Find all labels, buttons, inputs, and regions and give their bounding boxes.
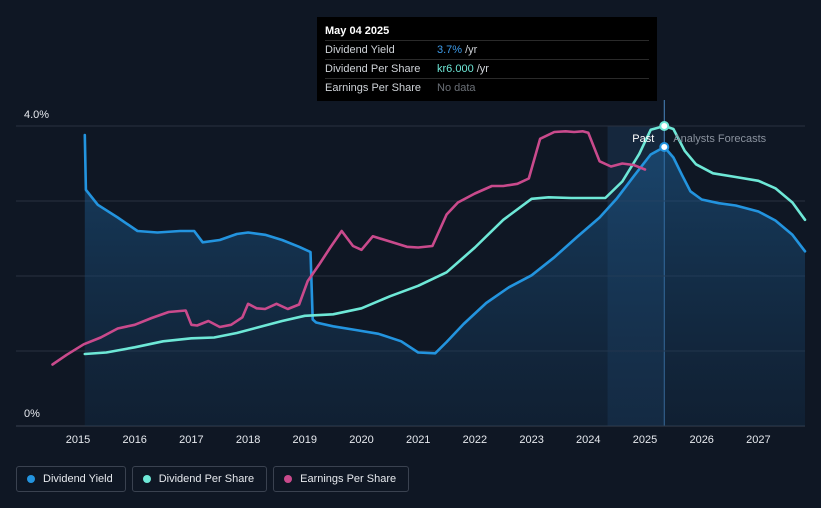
tooltip-row-earnings-per-share: Earnings Per Share No data [325, 78, 649, 97]
legend-item-earnings-per-share[interactable]: Earnings Per Share [273, 466, 410, 492]
tooltip-row-value: No data [437, 82, 476, 94]
x-tick-label: 2018 [236, 434, 260, 446]
chart-legend: Dividend Yield Dividend Per Share Earnin… [16, 466, 410, 492]
tooltip-row-unit: /yr [476, 63, 489, 75]
x-tick-label: 2025 [633, 434, 657, 446]
circle-dot-icon [27, 475, 35, 483]
past-region-label: Past [632, 133, 654, 145]
legend-label: Earnings Per Share [300, 473, 397, 485]
tooltip-row-label: Dividend Yield [325, 44, 395, 56]
series-line-earnings-per-share [51, 130, 647, 366]
x-tick-label: 2017 [179, 434, 203, 446]
forecast-region-label: Analysts Forecasts [673, 133, 766, 145]
x-tick-label: 2016 [122, 434, 146, 446]
series-area-dividend-yield [84, 135, 806, 426]
x-tick-label: 2015 [66, 434, 90, 446]
x-tick-label: 2022 [463, 434, 487, 446]
circle-dot-icon [284, 475, 293, 483]
series-line-dividend-per-share [83, 124, 807, 356]
tooltip-row-unit: /yr [465, 44, 478, 56]
x-tick-label: 2021 [406, 434, 430, 446]
tooltip-row-dividend-per-share: Dividend Per Share kr6.000 /yr [325, 59, 649, 78]
x-tick-label: 2020 [349, 434, 373, 446]
tooltip-row-label: Dividend Per Share [325, 63, 421, 75]
x-tick-label: 2024 [576, 434, 600, 446]
legend-label: Dividend Yield [43, 473, 113, 485]
x-tick-label: 2026 [689, 434, 713, 446]
tooltip-row-dividend-yield: Dividend Yield 3.7% /yr [325, 40, 649, 59]
dividend-yield-marker [659, 142, 670, 152]
y-tick-label: 0% [24, 408, 40, 420]
tooltip-row-value: 3.7% [437, 44, 463, 56]
legend-label: Dividend Per Share [158, 473, 255, 485]
tooltip: May 04 2025 Dividend Yield 3.7% /yr Divi… [317, 17, 657, 101]
tooltip-row-value: kr6.000 [437, 63, 474, 75]
x-tick-label: 2023 [519, 434, 543, 446]
y-tick-label: 4.0% [24, 109, 49, 121]
x-tick-label: 2019 [293, 434, 317, 446]
legend-item-dividend-yield[interactable]: Dividend Yield [16, 466, 126, 492]
legend-item-dividend-per-share[interactable]: Dividend Per Share [131, 466, 268, 492]
tooltip-row-label: Earnings Per Share [325, 82, 421, 94]
circle-dot-icon [142, 475, 151, 483]
x-tick-label: 2027 [746, 434, 770, 446]
tooltip-date: May 04 2025 [325, 25, 390, 37]
series-line-dividend-yield [83, 133, 807, 355]
dividend-per-share-marker [659, 121, 670, 131]
